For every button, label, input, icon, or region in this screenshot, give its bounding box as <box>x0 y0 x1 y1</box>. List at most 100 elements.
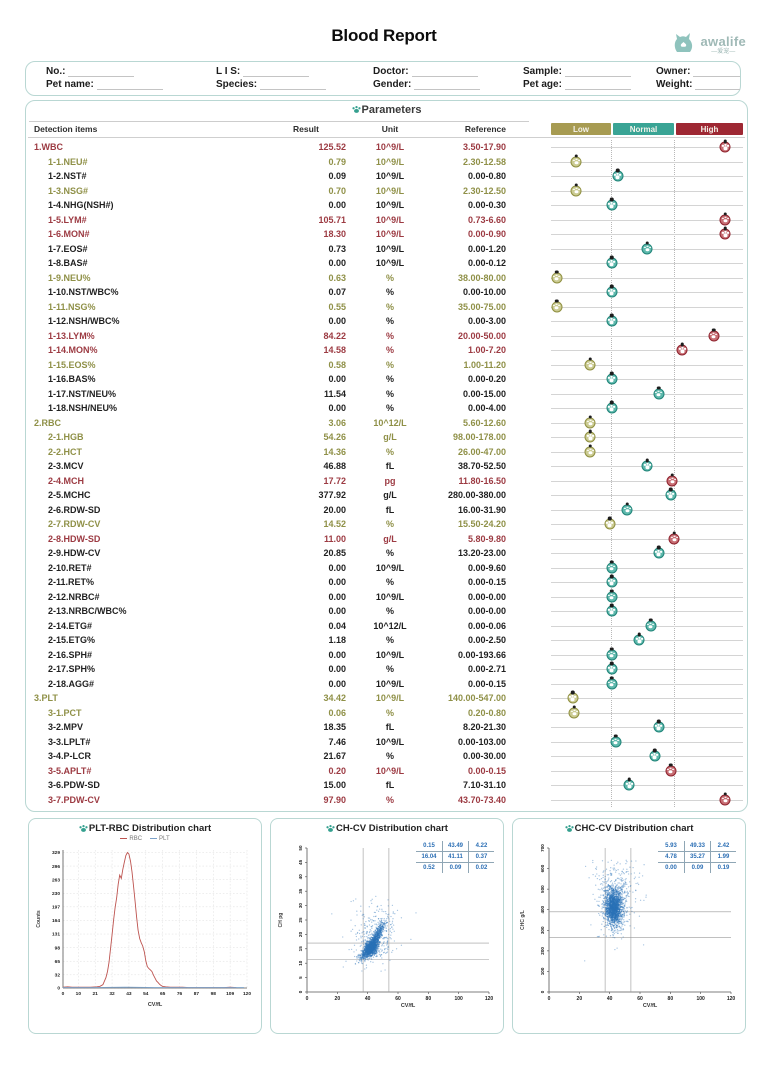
result-lane <box>549 503 745 518</box>
patient-info-row-2: Pet name: Species: Gender: Pet age: Weight: <box>46 79 740 91</box>
stats-value: 0.09 <box>442 862 468 873</box>
svg-text:80: 80 <box>426 996 432 1002</box>
lane-line <box>551 408 743 410</box>
svg-text:20: 20 <box>577 996 583 1002</box>
unit-value: pg <box>384 475 396 486</box>
svg-text:120: 120 <box>243 991 251 997</box>
table-row: 1.WBC 125.52 10^9/L 3.50-17.90 <box>26 140 747 155</box>
svg-text:400: 400 <box>540 905 545 913</box>
svg-text:100: 100 <box>696 996 705 1002</box>
result-lane <box>549 575 745 590</box>
svg-text:65: 65 <box>160 991 166 997</box>
svg-text:5: 5 <box>298 976 303 979</box>
table-header: Detection items Result Unit Reference Lo… <box>26 123 747 135</box>
result-value: 18.35 <box>323 722 346 733</box>
unit-value: 10^9/L <box>375 171 405 182</box>
lane-line <box>551 611 743 613</box>
lane-line <box>551 321 743 323</box>
patient-field-label: Doctor: <box>373 65 409 77</box>
paw-marker-icon <box>645 620 657 632</box>
result-lane <box>549 764 745 779</box>
svg-text:40: 40 <box>607 996 613 1002</box>
table-row: 2.RBC 3.06 10^12/L 5.60-12.60 <box>26 416 747 431</box>
unit-value: 10^12/L <box>373 417 407 428</box>
brand-name: awalife <box>700 33 746 49</box>
unit-value: % <box>385 751 394 762</box>
patient-info-box: No.: L I S: Doctor: Sample: Owner: Pet name:… <box>25 61 741 96</box>
paw-marker-icon <box>604 518 616 530</box>
paw-marker-icon <box>719 214 731 226</box>
unit-value: 10^12/L <box>373 620 407 631</box>
table-row: 1-18.NSH/NEU% 0.00% 0.00-4.00 <box>26 401 747 416</box>
reference-range: 0.00-1.20 <box>467 243 506 254</box>
detection-item-name: 1-6.MON# <box>48 229 90 240</box>
detection-item-name: 2-9.HDW-CV <box>48 548 101 559</box>
unit-value: 10^9/L <box>375 214 405 225</box>
detection-item-name: 2-14.ETG# <box>48 620 93 631</box>
lane-line <box>551 683 743 685</box>
lane-label: Normal <box>629 124 658 134</box>
lane-line <box>551 640 743 642</box>
detection-item-name: 3-5.APLT# <box>48 765 92 776</box>
unit-value: 10^9/L <box>375 765 405 776</box>
reference-range: 38.70-52.50 <box>457 461 506 472</box>
detection-item-name: 1-17.NST/NEU% <box>48 388 117 399</box>
table-row: 3-6.PDW-SD 15.00 fL 7.10-31.10 <box>26 778 747 793</box>
reference-range: 0.73-6.60 <box>467 214 506 225</box>
paw-marker-icon <box>612 170 624 182</box>
detection-item-name: 1-9.NEU% <box>48 272 91 283</box>
lane-line <box>551 698 743 700</box>
patient-field: Owner: <box>656 66 740 77</box>
col-result: Result <box>293 124 319 134</box>
patient-field: Weight: <box>656 79 740 91</box>
detection-item-name: 3-1.PCT <box>48 707 82 718</box>
result-lane <box>549 416 745 431</box>
table-row: 1-12.NSH/WBC% 0.00% 0.00-3.00 <box>26 314 747 329</box>
svg-text:32: 32 <box>55 973 61 979</box>
lane-line <box>551 785 743 787</box>
result-value: 54.26 <box>323 432 346 443</box>
unit-value: % <box>385 519 394 530</box>
lane-line <box>551 741 743 743</box>
paw-marker-icon <box>653 388 665 400</box>
table-row: 1-14.MON% 14.58% 1.00-7.20 <box>26 343 747 358</box>
paw-icon <box>351 105 361 117</box>
unit-value: 10^9/L <box>375 591 405 602</box>
table-row: 1-3.NSG# 0.70 10^9/L 2.30-12.50 <box>26 184 747 199</box>
result-value: 3.06 <box>328 417 346 428</box>
lane-line <box>551 495 743 497</box>
table-row: 3-4.P-LCR 21.67% 0.00-30.00 <box>26 749 747 764</box>
svg-text:700: 700 <box>540 844 545 852</box>
svg-text:60: 60 <box>395 996 401 1002</box>
chart-legend: RBC PLT <box>120 836 170 842</box>
result-value: 7.46 <box>328 736 346 747</box>
lane-separator-1 <box>611 140 612 807</box>
stats-value: 16.04 <box>416 851 442 862</box>
stats-value: 41.11 <box>442 851 468 862</box>
result-lane <box>549 720 745 735</box>
chart-panel-chc-cv: CHC-CV Distribution chart 0 20 40 60 80 100 120… <box>512 818 746 1034</box>
result-value: 0.00 <box>328 374 346 385</box>
result-value: 0.73 <box>328 243 346 254</box>
detection-item-name: 2-5.MCHC <box>48 490 91 501</box>
result-lane <box>549 735 745 750</box>
patient-field-value-line <box>68 67 135 77</box>
lane-line <box>551 669 743 671</box>
result-lane <box>549 706 745 721</box>
unit-value: 10^9/L <box>375 258 405 269</box>
table-row: 2-7.RDW-CV 14.52% 15.50-24.20 <box>26 517 747 532</box>
reference-range: 0.00-30.00 <box>462 751 506 762</box>
lane-line <box>551 567 743 569</box>
result-value: 0.06 <box>328 707 346 718</box>
stats-value: 2.42 <box>710 841 736 851</box>
result-lane <box>549 430 745 445</box>
lane-line <box>551 422 743 424</box>
unit-value: 10^9/L <box>375 200 405 211</box>
legend-item: RBC <box>120 836 142 842</box>
result-value: 0.00 <box>328 664 346 675</box>
svg-text:32: 32 <box>109 991 115 997</box>
detection-item-name: 2-12.NRBC# <box>48 591 100 602</box>
patient-field-value-line <box>564 67 631 77</box>
detection-item-name: 2-13.NRBC/WBC% <box>48 606 127 617</box>
svg-text:10: 10 <box>298 960 303 966</box>
